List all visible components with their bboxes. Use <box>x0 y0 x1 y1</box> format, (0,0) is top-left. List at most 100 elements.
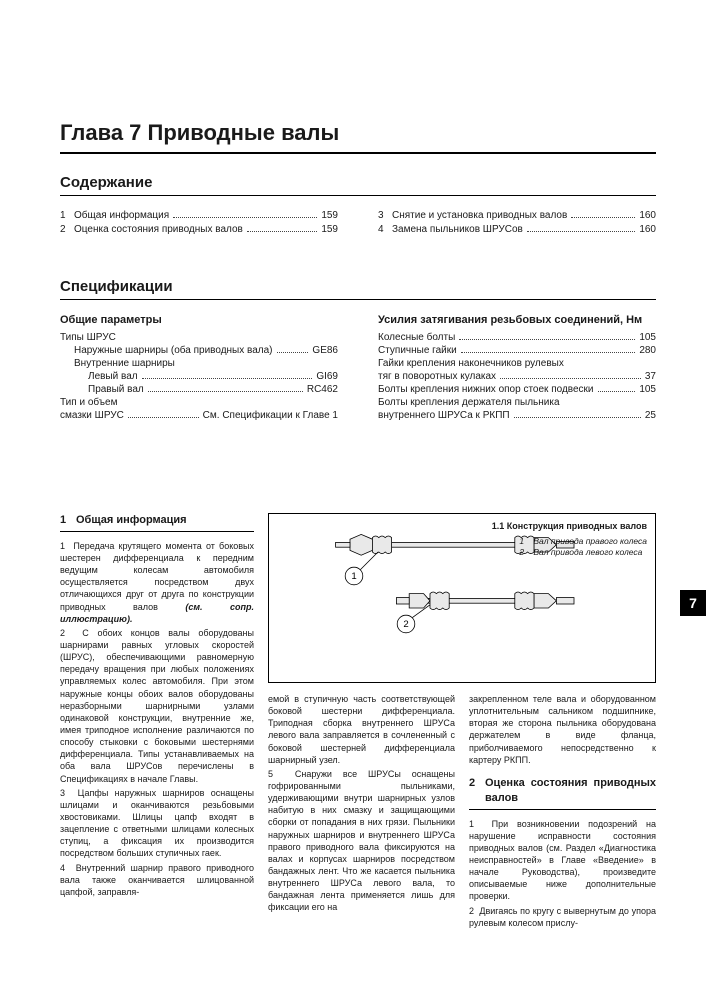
figure-caption: 1.1 Конструкция приводных валов <box>492 520 647 532</box>
figure: 1.1 Конструкция приводных валов 1Вал при… <box>268 513 656 683</box>
spec-label: Болты крепления держателя пыльника <box>378 397 560 408</box>
toc-page: 159 <box>321 224 338 235</box>
text-column: емой в ступичную часть соответствующей б… <box>268 693 455 931</box>
leader-dots <box>459 339 635 340</box>
paragraph: 4 Внутренний шарнир правого приводного в… <box>60 862 254 898</box>
spec-subhead: Усилия затягивания резьбовых соединений,… <box>378 314 656 326</box>
chapter-title: Глава 7 Приводные валы <box>60 120 656 146</box>
section-num: 2 <box>469 776 485 791</box>
paragraph: емой в ступичную часть соответствующей б… <box>268 693 455 766</box>
spec-value: GI69 <box>316 371 338 382</box>
leader-dots <box>173 217 317 218</box>
toc-heading: Содержание <box>60 174 656 191</box>
rule <box>60 195 656 196</box>
toc-page: 159 <box>321 210 338 221</box>
paragraph: 5 Снаружи все ШРУСы оснащены гофрированн… <box>268 768 455 914</box>
toc-label: Снятие и установка приводных валов <box>392 210 567 221</box>
toc-item: 2 Оценка состояния приводных валов 159 <box>60 224 338 235</box>
legend-key: 2 <box>519 547 533 558</box>
toc-page: 160 <box>639 224 656 235</box>
spec-label: внутреннего ШРУСа к РКПП <box>378 410 510 421</box>
callout-label: 2 <box>403 619 408 630</box>
spec-label: Наружные шарниры (оба приводных вала) <box>74 345 273 356</box>
spec-value: 105 <box>639 384 656 395</box>
toc-item: 4 Замена пыльников ШРУСов 160 <box>378 224 656 235</box>
spec-row: Наружные шарниры (оба приводных вала) GE8… <box>60 345 338 356</box>
toc-label: Оценка состояния приводных валов <box>74 224 243 235</box>
spec-row: Тип и объем <box>60 397 338 408</box>
spec-value: GE86 <box>312 345 338 356</box>
paragraph: 2 С обоих концов валы оборудованы шарнир… <box>60 627 254 785</box>
leader-dots <box>148 391 303 392</box>
legend-key: 1 <box>519 536 533 547</box>
spec-heading: Спецификации <box>60 278 656 295</box>
specifications: Общие параметры Типы ШРУС Наружные шарнир… <box>60 310 656 423</box>
leader-dots <box>598 391 636 392</box>
spec-row: Левый вал GI69 <box>60 371 338 382</box>
chapter-tab-label: 7 <box>689 595 697 611</box>
rule <box>60 531 254 532</box>
section-heading: 2 Оценка состояния приводных валов <box>469 776 656 810</box>
section-title: Оценка состояния приводных валов <box>485 776 656 806</box>
spec-row: смазки ШРУС См. Спецификации к Главе 1 <box>60 410 338 421</box>
leader-dots <box>500 378 641 379</box>
spec-row: Типы ШРУС <box>60 332 338 343</box>
rule <box>60 299 656 300</box>
toc-num: 4 <box>378 224 392 235</box>
spec-label: смазки ШРУС <box>60 410 124 421</box>
spec-row: Гайки крепления наконечников рулевых <box>378 358 656 369</box>
spec-label: Левый вал <box>88 371 138 382</box>
spec-row: Колесные болты 105 <box>378 332 656 343</box>
toc-label: Замена пыльников ШРУСов <box>392 224 523 235</box>
leader-dots <box>461 352 636 353</box>
toc-col-left: 1 Общая информация 159 2 Оценка состояни… <box>60 210 338 238</box>
spec-label: Гайки крепления наконечников рулевых <box>378 358 564 369</box>
spec-value: 105 <box>639 332 656 343</box>
spec-row: внутреннего ШРУСа к РКПП 25 <box>378 410 656 421</box>
paragraph: 2 Двигаясь по кругу с вывернутым до упор… <box>469 905 656 929</box>
spec-label: тяг в поворотных кулаках <box>378 371 496 382</box>
spec-label: Тип и объем <box>60 397 117 408</box>
leader-dots <box>142 378 313 379</box>
spec-value: RC462 <box>307 384 338 395</box>
legend-text: Вал привода левого колеса <box>533 547 642 558</box>
rule <box>60 152 656 154</box>
chapter-tab: 7 <box>680 590 706 616</box>
spec-value: 280 <box>639 345 656 356</box>
toc-num: 3 <box>378 210 392 221</box>
leader-dots <box>128 417 199 418</box>
toc-num: 2 <box>60 224 74 235</box>
paragraph: 1 При возникновении подозрений на наруше… <box>469 818 656 903</box>
leader-dots <box>277 352 309 353</box>
paragraph: 3 Цапфы наружных шарниров оснащены шлица… <box>60 787 254 860</box>
spec-label: Болты крепления нижних опор стоек подвес… <box>378 384 594 395</box>
toc-col-right: 3 Снятие и установка приводных валов 160… <box>378 210 656 238</box>
manual-page: Глава 7 Приводные валы Содержание 1 Обща… <box>0 0 706 1000</box>
spec-label: Типы ШРУС <box>60 332 116 343</box>
leader-dots <box>527 231 635 232</box>
toc-item: 1 Общая информация 159 <box>60 210 338 221</box>
spec-col-right: Усилия затягивания резьбовых соединений,… <box>378 310 656 423</box>
spec-col-left: Общие параметры Типы ШРУС Наружные шарнир… <box>60 310 338 423</box>
spec-label: Колесные болты <box>378 332 455 343</box>
spec-label: Внутренние шарниры <box>74 358 175 369</box>
callout-label: 1 <box>351 571 356 582</box>
spec-row: Правый вал RC462 <box>60 384 338 395</box>
spec-subhead: Общие параметры <box>60 314 338 326</box>
toc-label: Общая информация <box>74 210 169 221</box>
spec-label: Правый вал <box>88 384 144 395</box>
spec-value: 25 <box>645 410 656 421</box>
spec-row: Болты крепления держателя пыльника <box>378 397 656 408</box>
legend-text: Вал привода правого колеса <box>533 536 647 547</box>
spec-value: См. Спецификации к Главе 1 <box>203 410 338 421</box>
paragraph: 1 Передача крутящего момента от боковых … <box>60 540 254 625</box>
section-num: 1 <box>60 513 76 528</box>
table-of-contents: 1 Общая информация 159 2 Оценка состояни… <box>60 210 656 238</box>
toc-num: 1 <box>60 210 74 221</box>
text-column: 1 Общая информация 1 Передача крутящего … <box>60 513 254 931</box>
spec-value: 37 <box>645 371 656 382</box>
spec-row: Болты крепления нижних опор стоек подвес… <box>378 384 656 395</box>
figure-legend: 1Вал привода правого колеса 2Вал привода… <box>519 536 647 559</box>
section-title: Общая информация <box>76 513 187 528</box>
spec-row: Внутренние шарниры <box>60 358 338 369</box>
